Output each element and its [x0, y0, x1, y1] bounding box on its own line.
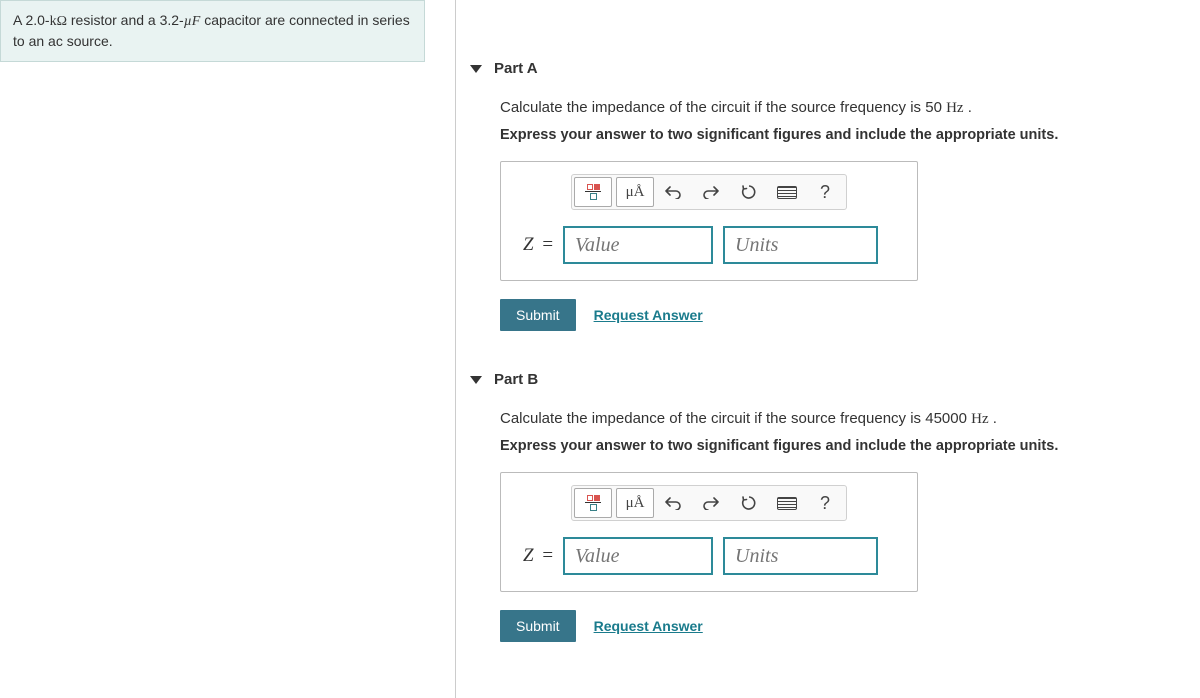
- redo-icon: [703, 496, 719, 510]
- variable-label: Z =: [523, 234, 553, 256]
- fraction-icon: [585, 184, 601, 200]
- part-header[interactable]: Part B: [470, 371, 1180, 388]
- help-tool[interactable]: ?: [806, 177, 844, 207]
- part-body: Calculate the impedance of the circuit i…: [470, 99, 1180, 331]
- submit-row: Submit Request Answer: [500, 299, 1180, 331]
- part-header[interactable]: Part A: [470, 60, 1180, 77]
- submit-row: Submit Request Answer: [500, 610, 1180, 642]
- part-title: Part A: [494, 60, 538, 77]
- units-symbol-tool[interactable]: μÅ: [616, 488, 654, 518]
- undo-icon: [665, 496, 681, 510]
- help-tool[interactable]: ?: [806, 488, 844, 518]
- keyboard-tool[interactable]: [768, 488, 806, 518]
- part-body: Calculate the impedance of the circuit i…: [470, 410, 1180, 642]
- units-input[interactable]: [723, 537, 878, 575]
- redo-icon: [703, 185, 719, 199]
- keyboard-icon: [777, 497, 797, 510]
- redo-tool[interactable]: [692, 488, 730, 518]
- value-input[interactable]: [563, 226, 713, 264]
- part-a: Part A Calculate the impedance of the ci…: [470, 60, 1180, 331]
- variable-label: Z =: [523, 545, 553, 567]
- reset-icon: [741, 495, 757, 511]
- instruction-text: Express your answer to two significant f…: [500, 438, 1180, 454]
- templates-tool[interactable]: [574, 488, 612, 518]
- fraction-icon: [585, 495, 601, 511]
- units-input[interactable]: [723, 226, 878, 264]
- reset-tool[interactable]: [730, 488, 768, 518]
- reset-tool[interactable]: [730, 177, 768, 207]
- undo-tool[interactable]: [654, 177, 692, 207]
- undo-tool[interactable]: [654, 488, 692, 518]
- input-row: Z =: [519, 537, 899, 575]
- formatting-toolbar: μÅ ?: [571, 485, 847, 521]
- redo-tool[interactable]: [692, 177, 730, 207]
- answer-box: μÅ ? Z =: [500, 472, 918, 592]
- part-title: Part B: [494, 371, 538, 388]
- submit-button[interactable]: Submit: [500, 610, 576, 642]
- request-answer-link[interactable]: Request Answer: [594, 618, 703, 634]
- input-row: Z =: [519, 226, 899, 264]
- request-answer-link[interactable]: Request Answer: [594, 307, 703, 323]
- capacitor-unit: µF: [184, 14, 201, 29]
- prompt-text: Calculate the impedance of the circuit i…: [500, 410, 1180, 428]
- answer-box: μÅ ? Z =: [500, 161, 918, 281]
- submit-button[interactable]: Submit: [500, 299, 576, 331]
- collapse-caret-icon: [470, 65, 482, 73]
- problem-text-2: resistor and a 3.2-: [67, 12, 184, 28]
- templates-tool[interactable]: [574, 177, 612, 207]
- part-b: Part B Calculate the impedance of the ci…: [470, 371, 1180, 642]
- prompt-text: Calculate the impedance of the circuit i…: [500, 99, 1180, 117]
- resistor-unit: kΩ: [50, 14, 67, 29]
- collapse-caret-icon: [470, 376, 482, 384]
- units-symbol-tool[interactable]: μÅ: [616, 177, 654, 207]
- problem-text-1: A 2.0-: [13, 12, 50, 28]
- formatting-toolbar: μÅ ?: [571, 174, 847, 210]
- reset-icon: [741, 184, 757, 200]
- keyboard-tool[interactable]: [768, 177, 806, 207]
- undo-icon: [665, 185, 681, 199]
- value-input[interactable]: [563, 537, 713, 575]
- parts-container: Part A Calculate the impedance of the ci…: [470, 60, 1180, 682]
- keyboard-icon: [777, 186, 797, 199]
- instruction-text: Express your answer to two significant f…: [500, 127, 1180, 143]
- vertical-divider: [455, 0, 456, 698]
- problem-statement: A 2.0-kΩ resistor and a 3.2-µF capacitor…: [0, 0, 425, 62]
